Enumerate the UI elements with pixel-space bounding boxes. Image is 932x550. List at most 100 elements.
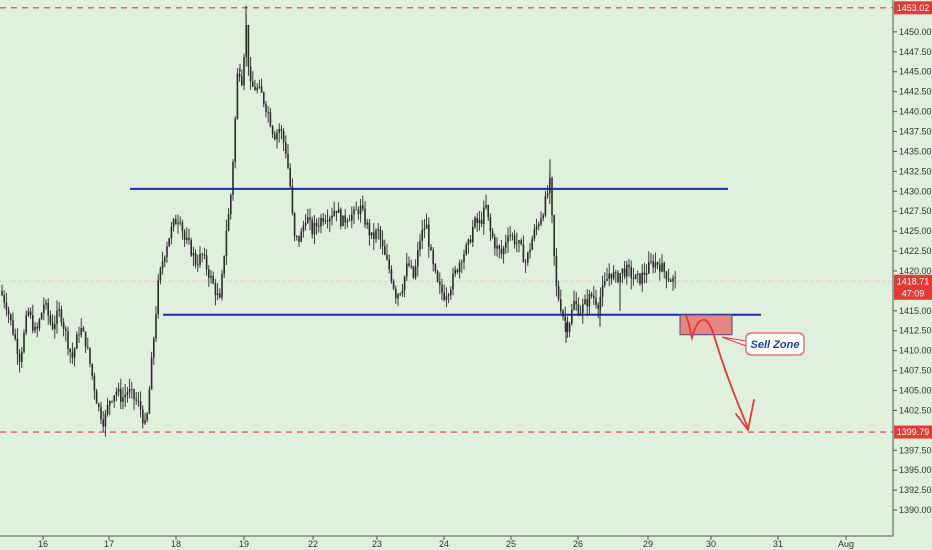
- candle-body: [480, 219, 483, 225]
- candle-body: [483, 207, 485, 225]
- candle-body: [335, 210, 338, 213]
- candle-body: [18, 354, 21, 362]
- candle-body: [73, 348, 76, 358]
- candle-body: [38, 319, 41, 329]
- candle-body: [5, 302, 8, 310]
- candle-body: [27, 311, 30, 316]
- candle-body: [139, 401, 142, 410]
- candle-body: [485, 204, 487, 208]
- candle-body: [348, 220, 351, 222]
- time-tick-label: 24: [439, 539, 449, 549]
- candle-body: [307, 217, 309, 223]
- candle-body: [84, 331, 87, 347]
- candle-body: [652, 261, 654, 268]
- candle-body: [489, 217, 492, 232]
- candle-body: [29, 311, 32, 316]
- candle-body: [82, 327, 85, 332]
- candle-body: [546, 193, 549, 196]
- candle-body: [216, 293, 219, 296]
- price-tick-label: 1437.50: [899, 127, 932, 137]
- candle-body: [183, 231, 186, 240]
- price-tag-label-top-level: 1453.02: [897, 3, 930, 13]
- candle-body: [144, 420, 146, 424]
- candle-body: [551, 177, 553, 216]
- candle-body: [564, 316, 566, 322]
- price-tick-label: 1392.50: [899, 485, 932, 495]
- candle-body: [465, 244, 467, 255]
- sell-zone-box[interactable]: [679, 314, 733, 336]
- candle-body: [47, 303, 49, 316]
- time-tick-label: 30: [706, 539, 716, 549]
- candle-body: [375, 230, 377, 240]
- candle-body: [571, 309, 573, 324]
- candle-body: [670, 280, 672, 282]
- candle-body: [373, 232, 375, 240]
- candle-body: [10, 314, 12, 320]
- candle-body: [300, 231, 302, 242]
- candle-body: [410, 265, 412, 267]
- candle-body: [128, 388, 131, 393]
- candle-body: [505, 242, 507, 248]
- candle-body: [456, 269, 459, 273]
- candle-body: [60, 309, 63, 323]
- candle-body: [384, 246, 386, 255]
- candle-body: [232, 161, 234, 195]
- time-tick-label: 23: [372, 539, 382, 549]
- candle-body: [274, 134, 276, 140]
- candle-body: [417, 250, 419, 267]
- candle-body: [498, 245, 500, 249]
- time-tick-label: 18: [171, 539, 181, 549]
- candle-body: [304, 222, 307, 226]
- candle-body: [254, 86, 256, 91]
- candle-body: [234, 118, 236, 162]
- candle-body: [549, 177, 551, 194]
- candle-body: [285, 142, 287, 154]
- candle-body: [76, 334, 78, 349]
- candle-body: [401, 290, 404, 294]
- candle-body: [390, 269, 393, 282]
- candle-body: [40, 313, 43, 320]
- candle-body: [221, 273, 223, 298]
- candle-body: [124, 394, 126, 398]
- candle-body: [320, 218, 322, 227]
- candle-body: [120, 388, 122, 402]
- candle-body: [507, 236, 509, 243]
- sell-zone-callout[interactable]: [745, 332, 805, 356]
- annotations: Sell Zone: [679, 314, 805, 431]
- candle-body: [311, 219, 313, 235]
- price-tick-label: 1435.00: [899, 146, 932, 156]
- candle-body: [175, 219, 177, 225]
- candle-body: [544, 195, 547, 216]
- candle-body: [357, 210, 360, 215]
- candle-body: [461, 261, 463, 263]
- candle-body: [648, 261, 650, 274]
- candle-body: [146, 413, 148, 421]
- candle-body: [243, 57, 245, 86]
- candle-body: [236, 73, 239, 119]
- candle-body: [296, 235, 298, 237]
- candle-body: [122, 397, 124, 402]
- candle-body: [324, 220, 327, 222]
- price-tag-label-current-price: 1418.71: [897, 276, 930, 286]
- candle-body: [93, 375, 96, 391]
- time-tick-label: Aug: [838, 539, 854, 549]
- candle-body: [238, 73, 241, 77]
- candle-body: [467, 239, 470, 245]
- candle-body: [573, 301, 575, 310]
- candle-body: [247, 24, 250, 67]
- candle-body: [610, 273, 613, 279]
- candle-body: [665, 271, 668, 280]
- candle-body: [392, 281, 395, 289]
- candle-body: [560, 299, 562, 312]
- candle-body: [608, 273, 610, 279]
- candle-body: [469, 239, 472, 243]
- candle-body: [487, 204, 489, 218]
- candle-body: [278, 129, 280, 133]
- candle-body: [518, 240, 520, 244]
- price-tick-label: 1390.00: [899, 505, 932, 515]
- candle-body: [337, 209, 340, 213]
- candle-body: [494, 237, 496, 249]
- candle-body: [463, 254, 465, 262]
